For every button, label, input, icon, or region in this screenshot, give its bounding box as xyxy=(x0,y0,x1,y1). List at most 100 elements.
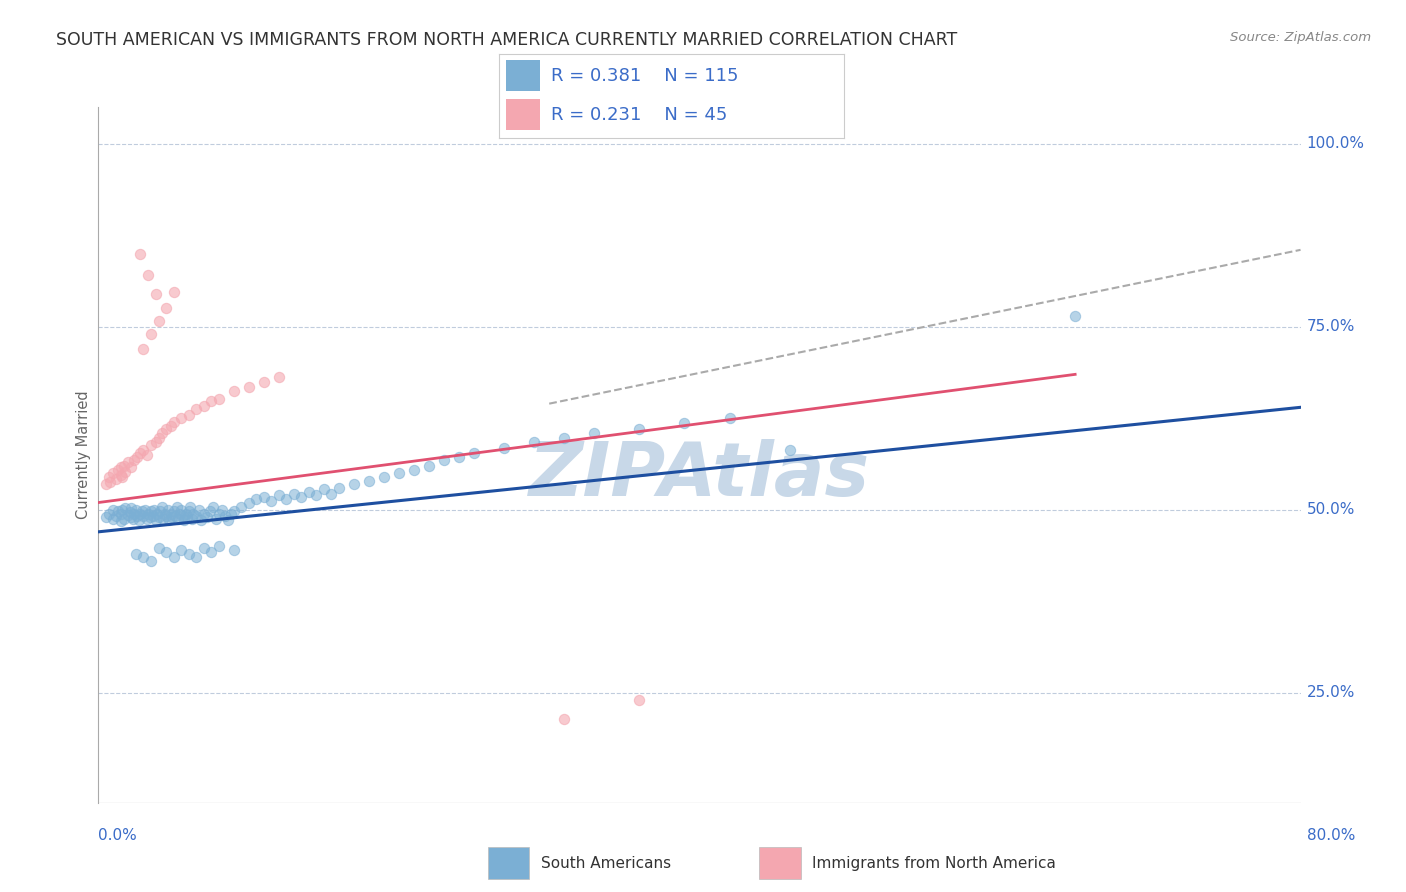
Point xyxy=(253,490,276,504)
Point xyxy=(132,342,155,356)
Point xyxy=(132,442,155,457)
Point xyxy=(152,511,174,525)
Text: SOUTH AMERICAN VS IMMIGRANTS FROM NORTH AMERICA CURRENTLY MARRIED CORRELATION CH: SOUTH AMERICAN VS IMMIGRANTS FROM NORTH … xyxy=(56,31,957,49)
Point xyxy=(94,510,117,524)
Point xyxy=(343,477,366,491)
Bar xyxy=(488,847,529,879)
Point xyxy=(328,481,350,495)
Y-axis label: Currently Married: Currently Married xyxy=(76,391,91,519)
Point xyxy=(139,504,162,518)
Point xyxy=(433,453,456,467)
Text: 75.0%: 75.0% xyxy=(1306,319,1355,334)
Point xyxy=(170,543,193,558)
Point xyxy=(111,470,134,484)
Text: 80.0%: 80.0% xyxy=(1306,828,1355,843)
Point xyxy=(173,513,195,527)
Point xyxy=(177,504,200,518)
Point xyxy=(779,442,801,457)
Point xyxy=(267,369,290,384)
Point xyxy=(165,508,187,523)
Point xyxy=(176,510,198,524)
Point xyxy=(155,422,177,436)
Point xyxy=(208,507,231,521)
Point xyxy=(201,500,224,514)
Point xyxy=(129,246,152,260)
Point xyxy=(172,508,194,523)
Text: ZIPAtlas: ZIPAtlas xyxy=(529,439,870,512)
Point xyxy=(156,503,179,517)
Point xyxy=(222,543,245,558)
Point xyxy=(217,513,239,527)
Point xyxy=(1064,309,1087,323)
Point xyxy=(260,494,283,508)
Point xyxy=(211,503,233,517)
Point xyxy=(208,392,231,406)
Point xyxy=(110,460,132,475)
Point xyxy=(718,411,741,425)
Point xyxy=(222,504,245,518)
Text: 50.0%: 50.0% xyxy=(1306,502,1355,517)
Point xyxy=(418,458,440,473)
Text: 25.0%: 25.0% xyxy=(1306,685,1355,700)
Point xyxy=(238,380,260,394)
Point xyxy=(204,511,226,525)
Point xyxy=(132,550,155,565)
Point xyxy=(129,446,152,460)
Point xyxy=(103,467,125,481)
Bar xyxy=(506,61,540,91)
Point xyxy=(162,415,184,429)
Point xyxy=(162,285,184,299)
Point xyxy=(290,490,312,504)
Point xyxy=(139,554,162,568)
Point xyxy=(146,508,169,522)
Point xyxy=(139,327,162,342)
Bar xyxy=(759,847,800,879)
Point xyxy=(139,438,162,452)
Point xyxy=(177,547,200,561)
Point xyxy=(112,458,135,473)
Point xyxy=(160,510,183,524)
Point xyxy=(110,507,132,521)
Point xyxy=(184,550,207,565)
Point xyxy=(553,712,575,726)
Point xyxy=(129,508,152,522)
Point xyxy=(195,510,218,524)
Point xyxy=(174,508,197,522)
Point xyxy=(219,508,242,522)
Point xyxy=(523,435,546,450)
Point xyxy=(114,465,136,479)
Point xyxy=(124,507,146,521)
Point xyxy=(231,500,253,514)
Point xyxy=(124,453,146,467)
Point xyxy=(134,503,156,517)
Point xyxy=(583,425,606,440)
Point xyxy=(214,508,236,523)
Point xyxy=(170,411,193,425)
Point xyxy=(103,511,125,525)
Point xyxy=(155,545,177,559)
Point xyxy=(305,488,328,502)
Point xyxy=(112,511,135,525)
Point xyxy=(97,507,120,521)
Point xyxy=(673,417,696,431)
Point xyxy=(253,375,276,389)
Point xyxy=(103,503,125,517)
Point xyxy=(200,394,222,409)
Point xyxy=(170,503,193,517)
Point xyxy=(193,508,215,522)
Text: 0.0%: 0.0% xyxy=(98,828,138,843)
Point xyxy=(628,422,651,436)
Point xyxy=(127,450,149,464)
Point xyxy=(118,505,141,519)
Point xyxy=(373,470,395,484)
Point xyxy=(188,503,211,517)
Point xyxy=(100,475,122,489)
Point xyxy=(553,431,575,445)
Point xyxy=(208,540,231,554)
Point xyxy=(276,491,298,506)
Point xyxy=(494,441,516,455)
Point xyxy=(110,467,132,482)
Point xyxy=(145,513,167,527)
Point xyxy=(238,495,260,509)
Point xyxy=(145,435,167,450)
